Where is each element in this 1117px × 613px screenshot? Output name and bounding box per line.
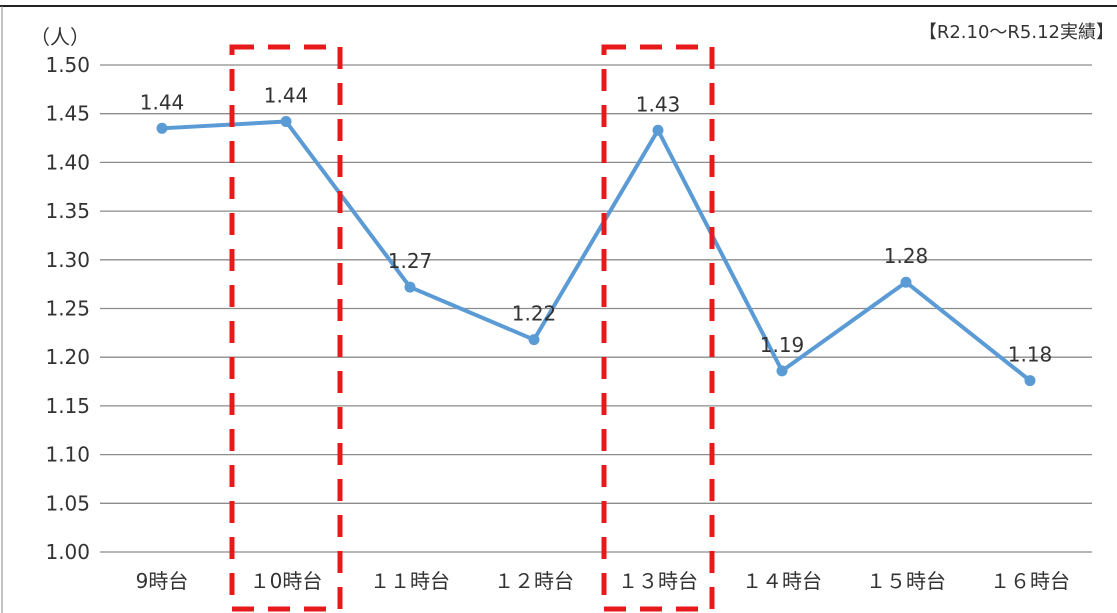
- data-point: [776, 365, 788, 377]
- data-label: 1.44: [140, 90, 185, 114]
- x-category-label: １６時台: [990, 569, 1070, 593]
- x-category-label: 9時台: [136, 569, 189, 593]
- data-label: 1.44: [264, 83, 309, 107]
- data-label: 1.19: [760, 333, 805, 357]
- y-tick-label: 1.50: [45, 53, 90, 77]
- y-tick-label: 1.10: [45, 443, 90, 467]
- data-point: [900, 276, 912, 288]
- x-category-label: １２時台: [494, 569, 574, 593]
- y-tick-label: 1.30: [45, 248, 90, 272]
- x-category-label: １0時台: [250, 569, 323, 593]
- series-line: [161, 119, 1032, 383]
- y-tick-label: 1.15: [45, 394, 90, 418]
- data-label: 1.18: [1008, 343, 1053, 367]
- y-unit-label: （人）: [30, 25, 90, 49]
- y-tick-label: 1.00: [45, 540, 90, 564]
- x-category-label: １１時台: [370, 569, 450, 593]
- y-tick-label: 1.45: [45, 102, 90, 126]
- highlight-box: [229, 44, 343, 612]
- x-axis-categories: 9時台 １0時台 １１時台 １２時台 １３時台 １４時台 １５時台 １６時台: [136, 569, 1070, 593]
- x-category-label: １４時台: [742, 569, 822, 593]
- y-tick-label: 1.05: [45, 491, 90, 515]
- data-point: [404, 281, 416, 293]
- period-note: 【R2.10～R5.12実績】: [919, 22, 1114, 43]
- x-category-label: １３時台: [618, 569, 698, 593]
- data-point: [156, 122, 168, 134]
- data-label: 1.43: [636, 92, 681, 116]
- data-label: 1.22: [512, 302, 557, 326]
- highlight-box: [601, 44, 715, 612]
- y-tick-label: 1.25: [45, 297, 90, 321]
- highlight-boxes: [229, 44, 715, 612]
- data-point: [652, 124, 664, 136]
- series-line-group: [156, 115, 1036, 387]
- y-tick-label: 1.20: [45, 345, 90, 369]
- y-axis-ticks: 1.00 1.05 1.10 1.15 1.20 1.25 1.30 1.35 1.40 1.45…: [45, 53, 90, 564]
- y-tick-label: 1.40: [45, 150, 90, 174]
- data-label: 1.27: [388, 249, 433, 273]
- x-category-label: １５時台: [866, 569, 946, 593]
- data-point: [528, 334, 540, 346]
- y-tick-label: 1.35: [45, 199, 90, 223]
- data-point: [1024, 375, 1036, 387]
- gridlines: [100, 64, 1092, 553]
- data-labels: 1.44 1.44 1.27 1.22 1.43 1.19 1.28 1.18: [140, 83, 1053, 366]
- data-point: [280, 115, 292, 127]
- data-label: 1.28: [884, 244, 929, 268]
